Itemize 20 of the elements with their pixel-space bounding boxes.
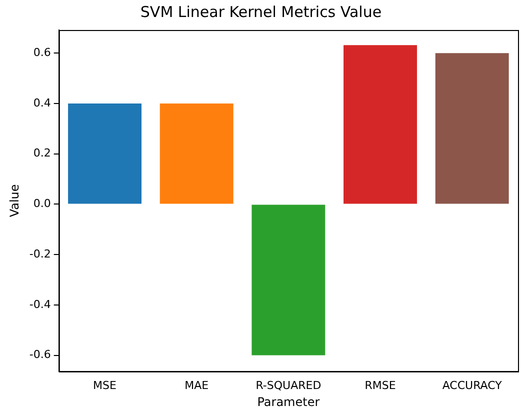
bar [344,45,417,204]
x-tick-label: ACCURACY [442,378,502,392]
y-tick-label: -0.6 [29,348,51,362]
y-tick-label: 0.6 [33,46,51,60]
bar [252,204,326,356]
bar [435,53,509,204]
x-axis-title: Parameter [257,394,320,409]
bar [160,104,234,204]
x-tick-label: MSE [93,378,117,392]
x-tick-label: R-SQUARED [256,378,322,392]
y-tick-label: -0.2 [29,247,51,260]
y-tick-label: 0.4 [33,96,51,110]
x-tick-label: RMSE [364,378,396,392]
y-tick-label: 0.0 [33,197,51,210]
bar [68,104,142,204]
y-tick-label: -0.4 [29,298,51,311]
x-tick-label: MAE [184,378,209,392]
chart-title: SVM Linear Kernel Metrics Value [140,2,382,21]
y-tick-label: 0.2 [33,146,51,160]
y-axis-title: Value [7,184,22,218]
